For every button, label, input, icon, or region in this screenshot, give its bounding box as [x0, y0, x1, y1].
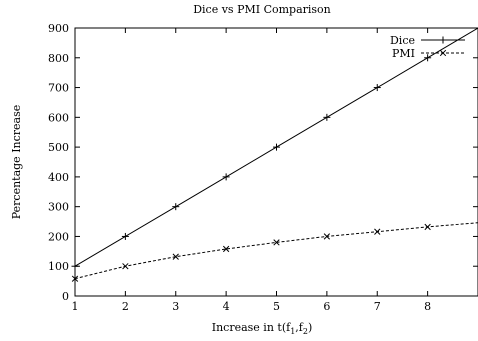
x-tick-label: 7 [374, 300, 381, 313]
data-point-dice [172, 203, 180, 211]
data-point-dice [71, 262, 79, 270]
y-tick-label: 300 [48, 201, 69, 214]
series-pmi [71, 222, 478, 282]
chart-title: Dice vs PMI Comparison [193, 3, 331, 16]
legend-marker-dice [439, 36, 447, 44]
data-point-pmi [172, 253, 179, 260]
x-tick-label: 3 [172, 300, 179, 313]
y-tick-label: 700 [48, 82, 69, 95]
legend-marker-pmi [439, 49, 447, 57]
y-tick-label: 800 [48, 52, 69, 65]
legend: Dice PMI [390, 34, 465, 60]
y-tick-label: 100 [48, 260, 69, 273]
y-axis: 0 100 200 300 400 500 600 700 800 900 [48, 22, 478, 303]
data-point-pmi [424, 223, 431, 231]
data-point-dice [373, 84, 381, 92]
data-point-pmi [122, 263, 129, 270]
x-tick-label: 4 [223, 300, 230, 313]
cross-marker-b [323, 233, 331, 240]
y-tick-label: 0 [62, 290, 69, 303]
data-point-dice [323, 113, 331, 121]
y-tick-label: 500 [48, 141, 69, 154]
plot-area-frame [74, 27, 478, 297]
x-tick-label: 8 [424, 300, 431, 313]
cross-marker-b [172, 253, 179, 260]
data-point-dice [121, 232, 129, 240]
cross-marker-b [222, 245, 230, 253]
y-tick-label: 600 [48, 111, 69, 124]
data-point-pmi [374, 228, 381, 235]
data-point-dice [273, 143, 280, 151]
cross-marker-b [439, 49, 447, 57]
x-tick-label: 2 [122, 300, 129, 313]
cross-marker-b [122, 263, 129, 270]
cross-marker-b [71, 275, 79, 282]
data-point-pmi [273, 239, 280, 246]
x-tick-label: 1 [72, 300, 79, 313]
data-point-pmi [323, 233, 331, 240]
y-axis-label: Percentage Increase [10, 105, 23, 220]
cross-marker-b [374, 228, 381, 235]
series-dice [71, 27, 478, 270]
y-tick-label: 200 [48, 230, 69, 243]
x-tick-label: 5 [273, 300, 280, 313]
x-axis: 1 2 3 4 5 6 7 8 [72, 28, 431, 313]
series-line-pmi [74, 222, 478, 280]
data-point-pmi [222, 245, 230, 253]
x-axis-label: Increase in t(f1,f2) [212, 321, 313, 336]
x-tick-label: 6 [323, 300, 330, 313]
y-tick-label: 400 [48, 171, 69, 184]
cross-marker-b [273, 239, 280, 246]
cross-marker-b [424, 223, 431, 231]
legend-label-pmi: PMI [392, 47, 415, 60]
series-layer [71, 27, 478, 282]
legend-label-dice: Dice [390, 34, 415, 47]
data-point-pmi [71, 275, 79, 282]
data-point-dice [222, 173, 230, 181]
y-tick-label: 900 [48, 22, 69, 35]
data-point-dice [424, 54, 432, 62]
